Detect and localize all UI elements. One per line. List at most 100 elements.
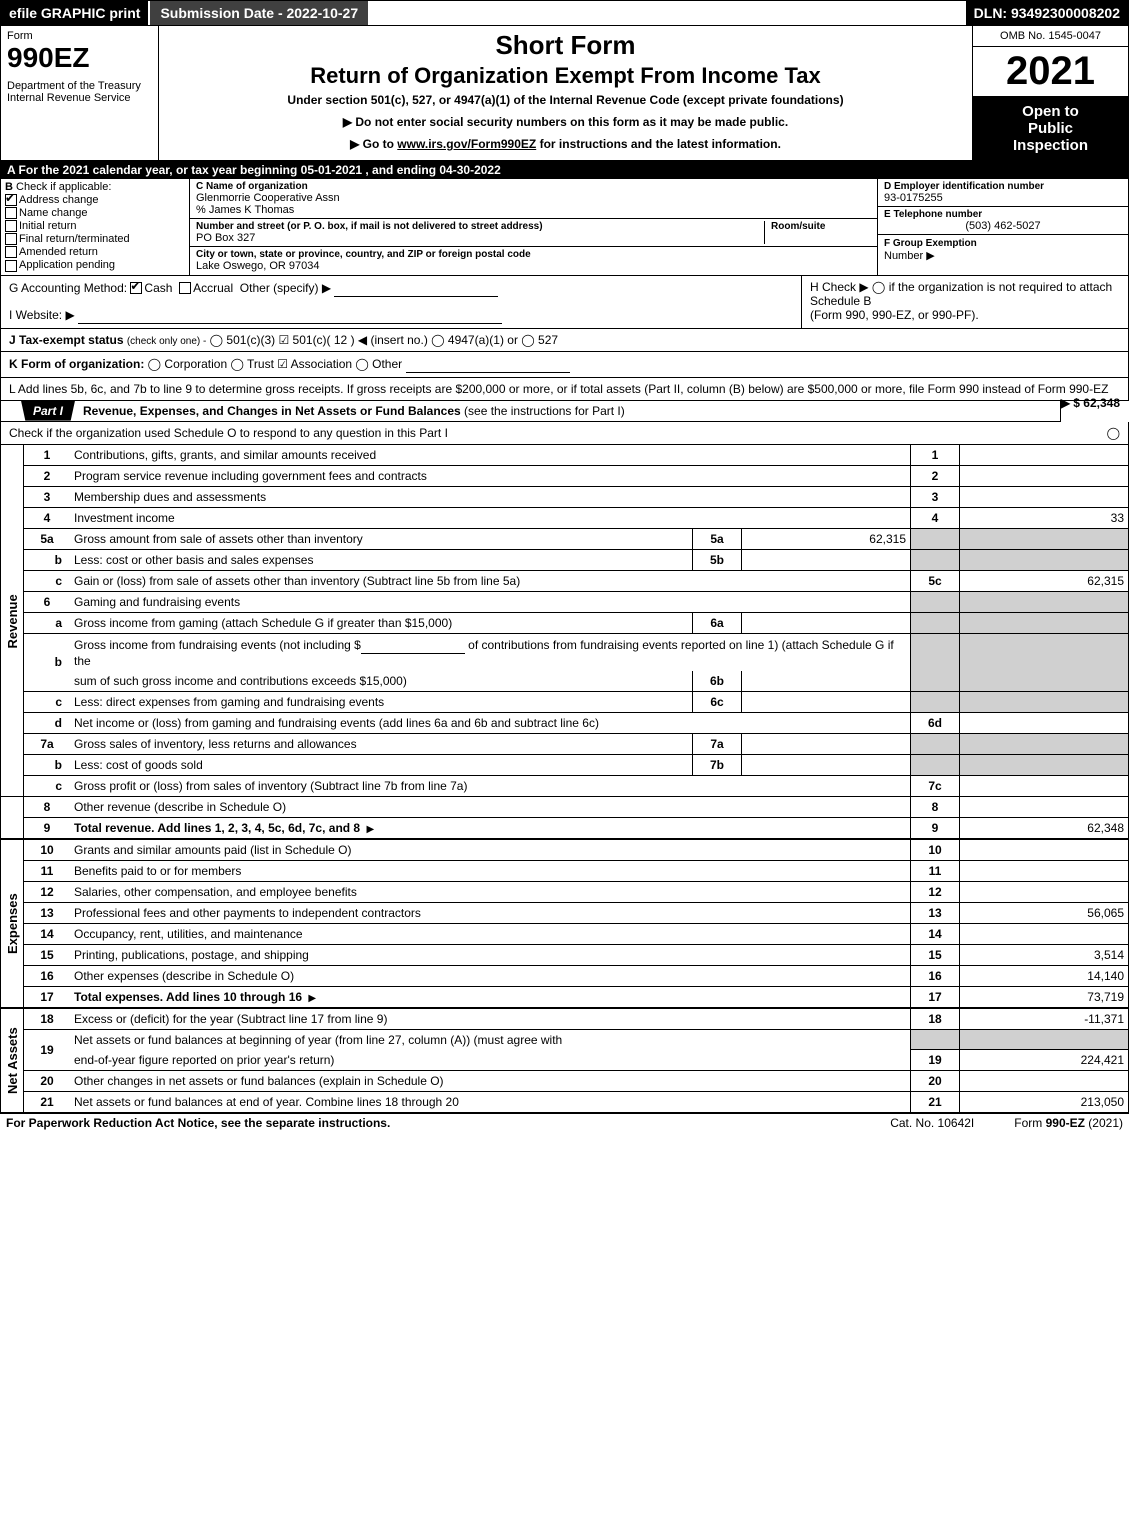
line-num: 19 — [24, 1029, 71, 1071]
check-schedule-o-box[interactable]: ◯ — [1107, 426, 1120, 440]
chk-accrual[interactable] — [179, 282, 191, 294]
form-number: 990EZ — [7, 42, 152, 74]
inner-box: 6b — [693, 671, 742, 692]
line-desc: Gross amount from sale of assets other t… — [70, 528, 693, 549]
inner-value — [742, 549, 911, 570]
line-num: 10 — [24, 839, 71, 861]
chk-final-return[interactable]: Final return/terminated — [5, 233, 185, 245]
instr2-post: for instructions and the latest informat… — [536, 137, 781, 151]
org-name-cell: C Name of organization Glenmorrie Cooper… — [190, 179, 877, 219]
line-box: 12 — [911, 881, 960, 902]
line-num: 17 — [24, 986, 71, 1008]
line-num: 8 — [24, 796, 71, 817]
row-a-period: A For the 2021 calendar year, or tax yea… — [0, 161, 1129, 179]
line-num: d — [24, 712, 71, 733]
line-num: c — [24, 570, 71, 591]
line-desc: Total revenue. Add lines 1, 2, 3, 4, 5c,… — [70, 817, 911, 839]
chk-application-pending[interactable]: Application pending — [5, 259, 185, 271]
check-if-label: Check if applicable: — [16, 181, 111, 193]
line-desc: Gross income from fundraising events (no… — [70, 633, 911, 671]
j-sub: (check only one) - — [127, 336, 206, 347]
section-def: D Employer identification number 93-0175… — [877, 179, 1128, 275]
dept-label: Department of the Treasury — [7, 80, 152, 92]
form-page: efile GRAPHIC print Submission Date - 20… — [0, 0, 1129, 1132]
goto-instruction: ▶ Go to www.irs.gov/Form990EZ for instru… — [169, 137, 962, 151]
expenses-vlabel: Expenses — [1, 839, 24, 1008]
irs-form-link[interactable]: www.irs.gov/Form990EZ — [397, 137, 536, 151]
line-num: b — [24, 754, 71, 775]
inner-box: 7b — [693, 754, 742, 775]
inner-value — [742, 754, 911, 775]
address-cell: Number and street (or P. O. box, if mail… — [190, 219, 877, 247]
checkbox-icon[interactable] — [5, 220, 17, 232]
chk-cash[interactable] — [130, 282, 142, 294]
i-label: I Website: ▶ — [9, 308, 75, 322]
shaded-cell — [911, 528, 960, 549]
line-box: 20 — [911, 1071, 960, 1092]
line-num: b — [24, 633, 71, 691]
website-input[interactable] — [78, 307, 502, 324]
line-num: 5a — [24, 528, 71, 549]
j-options[interactable]: ◯ 501(c)(3) ☑ 501(c)( 12 ) ◀ (insert no.… — [210, 333, 558, 347]
line-box: 9 — [911, 817, 960, 839]
part-1-title: Revenue, Expenses, and Changes in Net As… — [75, 401, 633, 421]
f-label2: Number — [884, 250, 923, 262]
row-l: L Add lines 5b, 6c, and 7b to line 9 to … — [0, 378, 1129, 401]
row-g: G Accounting Method: Cash Accrual Other … — [1, 276, 801, 328]
group-exemption-cell: F Group Exemption Number ▶ — [878, 235, 1128, 264]
form-label: Form — [7, 30, 152, 42]
form-ref: Form 990-EZ (2021) — [1014, 1116, 1123, 1130]
header-center: Short Form Return of Organization Exempt… — [159, 26, 972, 160]
line-value: -11,371 — [960, 1008, 1129, 1030]
org-name: Glenmorrie Cooperative Assn — [196, 192, 871, 204]
chk-amended-return[interactable]: Amended return — [5, 246, 185, 258]
k-other-input[interactable] — [406, 356, 570, 373]
line-box: 19 — [911, 1050, 960, 1071]
line-num: 4 — [24, 507, 71, 528]
section-subtitle: Under section 501(c), 527, or 4947(a)(1)… — [169, 93, 962, 107]
section-b: B Check if applicable: Address change Na… — [1, 179, 190, 275]
inner-value: 62,315 — [742, 528, 911, 549]
shaded-cell — [911, 1029, 960, 1050]
line-box: 1 — [911, 445, 960, 466]
chk-name-change[interactable]: Name change — [5, 207, 185, 219]
chk-initial-return[interactable]: Initial return — [5, 220, 185, 232]
other-method-input[interactable] — [334, 280, 498, 297]
d-label: D Employer identification number — [884, 181, 1122, 192]
l-text: L Add lines 5b, 6c, and 7b to line 9 to … — [9, 382, 1108, 396]
checkbox-icon[interactable] — [5, 207, 17, 219]
line-num: 9 — [24, 817, 71, 839]
care-of: % James K Thomas — [196, 204, 871, 216]
row-h: H Check ▶ ◯ if the organization is not r… — [801, 276, 1128, 328]
k-options[interactable]: ◯ Corporation ◯ Trust ☑ Association ◯ Ot… — [148, 357, 402, 371]
addr-label: Number and street (or P. O. box, if mail… — [196, 221, 764, 232]
line-num: a — [24, 612, 71, 633]
line-value: 62,348 — [960, 817, 1129, 839]
paperwork-notice: For Paperwork Reduction Act Notice, see … — [6, 1116, 850, 1130]
checkbox-icon[interactable] — [5, 246, 17, 258]
inner-value — [742, 671, 911, 692]
k-label: K Form of organization: — [9, 357, 144, 371]
line-box: 16 — [911, 965, 960, 986]
chk-address-change[interactable]: Address change — [5, 194, 185, 206]
line-desc: Less: cost of goods sold — [70, 754, 693, 775]
line-desc: end-of-year figure reported on prior yea… — [70, 1050, 911, 1071]
shaded-cell — [960, 691, 1129, 712]
return-title: Return of Organization Exempt From Incom… — [169, 63, 962, 89]
checkbox-icon[interactable] — [5, 260, 17, 272]
line-desc: Net assets or fund balances at end of ye… — [70, 1092, 911, 1113]
fundraising-amount-input[interactable] — [361, 637, 465, 654]
line-box: 5c — [911, 570, 960, 591]
line-value — [960, 445, 1129, 466]
efile-print-button[interactable]: efile GRAPHIC print — [1, 1, 148, 25]
c-label: C Name of organization — [196, 181, 871, 192]
checkbox-icon[interactable] — [5, 233, 17, 245]
line-desc: Program service revenue including govern… — [70, 465, 911, 486]
line-desc: Gross profit or (loss) from sales of inv… — [70, 775, 911, 796]
line-box: 6d — [911, 712, 960, 733]
irs-label: Internal Revenue Service — [7, 92, 152, 104]
checkbox-icon[interactable] — [5, 194, 17, 206]
line-num: 7a — [24, 733, 71, 754]
line-value — [960, 712, 1129, 733]
ein-cell: D Employer identification number 93-0175… — [878, 179, 1128, 207]
